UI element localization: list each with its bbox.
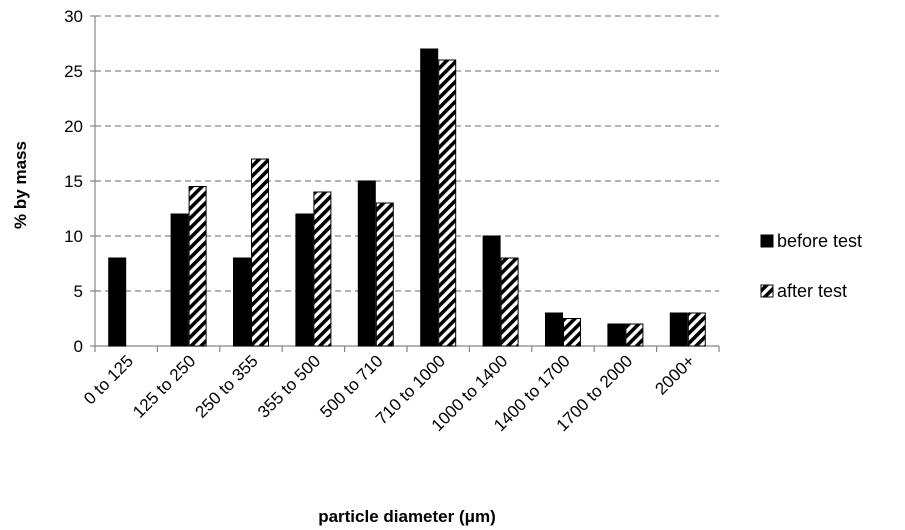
bar-before — [545, 312, 563, 347]
bar-before — [420, 48, 439, 347]
legend-label: after test — [777, 281, 847, 301]
x-tick-label: 125 to 250 — [129, 351, 199, 421]
legend: before test after test — [760, 231, 862, 301]
bar-before — [357, 180, 376, 347]
bar-after — [313, 191, 332, 347]
y-tick-labels: 0 5 10 15 20 25 30 — [64, 7, 83, 356]
bar-before — [669, 312, 688, 347]
x-tick-label: 2000+ — [651, 351, 698, 398]
bar-before — [482, 235, 501, 347]
bar-before — [295, 213, 314, 347]
legend-label: before test — [777, 231, 862, 251]
bar-after — [438, 59, 457, 347]
y-tick-label: 25 — [64, 62, 83, 81]
y-tick-label: 20 — [64, 117, 83, 136]
y-tick-label: 10 — [64, 227, 83, 246]
legend-swatch — [760, 234, 774, 248]
x-tick-label: 0 to 125 — [80, 351, 137, 408]
bar-after — [500, 257, 519, 347]
bar-before — [108, 257, 127, 347]
bars — [108, 48, 706, 347]
x-tick-label: 250 to 355 — [192, 351, 262, 421]
y-tick-label: 0 — [74, 337, 83, 356]
y-tick-label: 5 — [74, 282, 83, 301]
y-tick-label: 15 — [64, 172, 83, 191]
bar-after — [188, 186, 207, 347]
bar-after — [251, 158, 269, 347]
x-axis-title: particle diameter (μm) — [318, 507, 496, 526]
bar-before — [170, 213, 189, 347]
y-axis-title: % by mass — [11, 141, 30, 229]
x-tick-label: 355 to 500 — [254, 351, 324, 421]
bar-after — [375, 202, 394, 347]
bar-before — [607, 323, 626, 347]
legend-swatch — [760, 284, 774, 298]
bar-after — [563, 318, 581, 347]
bar-after — [625, 323, 644, 347]
bar-after — [687, 312, 706, 347]
bar-before — [233, 257, 251, 347]
y-tick-label: 30 — [64, 7, 83, 26]
